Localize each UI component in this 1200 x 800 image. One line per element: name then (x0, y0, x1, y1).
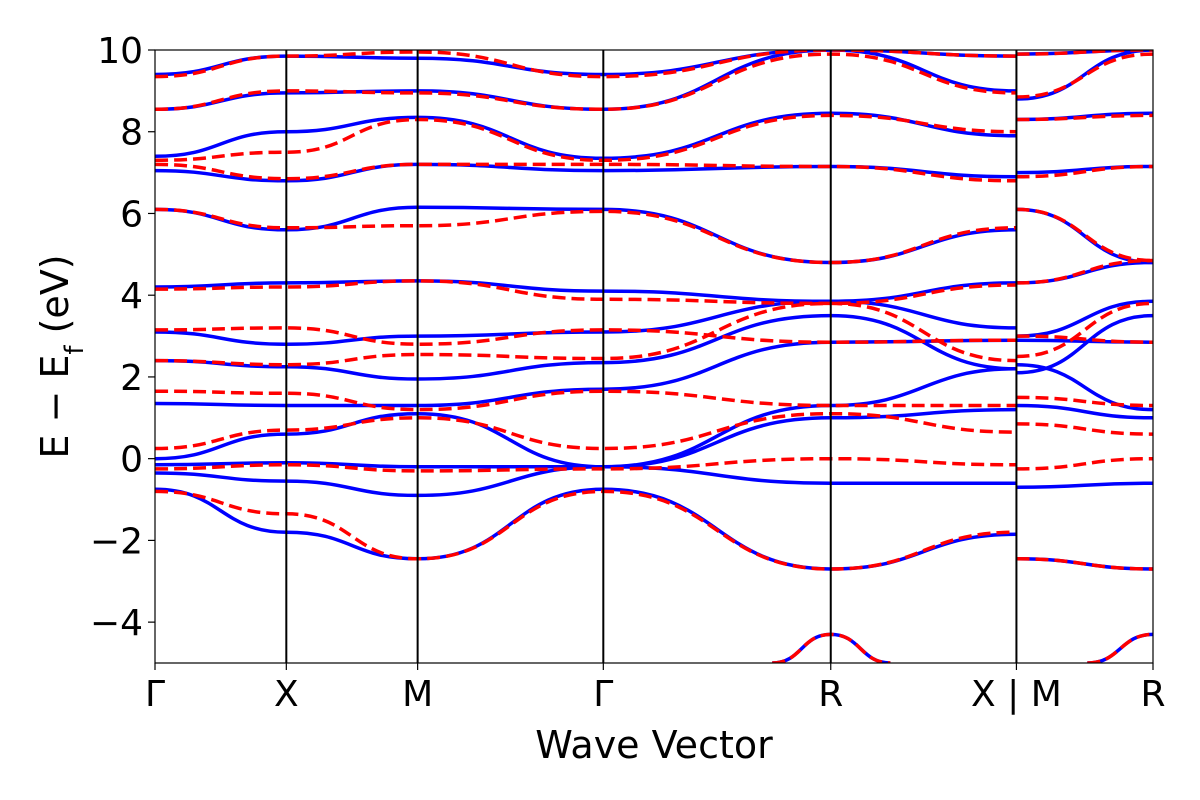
band-line (155, 258, 1153, 306)
x-tick-label: Γ (593, 674, 613, 715)
series-dashed (155, 50, 1153, 663)
y-tick-label: 4 (120, 276, 143, 317)
band-line (155, 50, 1153, 77)
y-tick-label: 2 (120, 358, 143, 399)
bands-layer (155, 50, 1153, 663)
band-line (155, 162, 1153, 183)
band-line (155, 299, 1153, 346)
y-tick-label: 0 (120, 440, 143, 481)
plot-frame (154, 49, 1154, 664)
y-axis-title-unit: (eV) (33, 254, 77, 345)
series-solid (155, 50, 1153, 663)
band-line (155, 411, 1153, 451)
x-tick-label: Γ (145, 674, 165, 715)
band-line (155, 465, 1153, 498)
band-line (155, 301, 1153, 367)
band-line (155, 50, 1153, 112)
x-tick-label: R (818, 674, 843, 715)
band-line (155, 260, 1153, 304)
kpoint-lines (285, 50, 1018, 663)
band-line (155, 326, 1153, 346)
y-axis-title-main: E − E (33, 355, 77, 459)
y-axis: −4 −2 0 2 4 6 8 10 (90, 31, 155, 644)
x-tick-label: R (1140, 674, 1165, 715)
x-axis: Γ X M Γ R X | M R (145, 663, 1166, 715)
y-tick-label: −2 (90, 521, 143, 562)
band-line (155, 113, 1153, 163)
y-axis-title: E − Ef (eV) (33, 254, 90, 458)
band-line (1087, 632, 1153, 663)
band-line (155, 487, 1153, 571)
y-axis-title-sub: f (60, 345, 90, 355)
band-line (155, 111, 1153, 161)
band-line (155, 403, 1153, 469)
band-line (155, 456, 1153, 473)
x-tick-label: M (402, 674, 433, 715)
band-line (155, 489, 1153, 571)
y-tick-label: −4 (90, 603, 143, 644)
band-line (155, 52, 1153, 112)
band-line (155, 389, 1153, 412)
x-axis-title: Wave Vector (535, 723, 773, 767)
band-line (1087, 632, 1153, 663)
y-tick-label: 8 (120, 113, 143, 154)
band-line (155, 162, 1153, 183)
band-line (155, 338, 1153, 408)
y-tick-label: 6 (120, 194, 143, 235)
x-tick-label: X (274, 674, 299, 715)
y-tick-label: 10 (97, 31, 143, 72)
x-tick-label: X | M (971, 674, 1062, 715)
band-line (155, 207, 1153, 265)
